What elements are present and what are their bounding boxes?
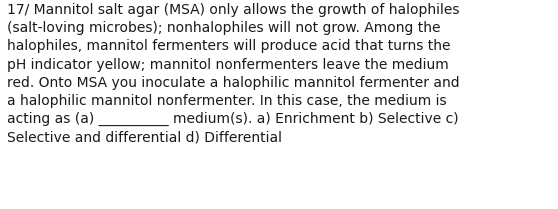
Text: 17/ Mannitol salt agar (MSA) only allows the growth of halophiles
(salt-loving m: 17/ Mannitol salt agar (MSA) only allows… bbox=[7, 3, 459, 145]
